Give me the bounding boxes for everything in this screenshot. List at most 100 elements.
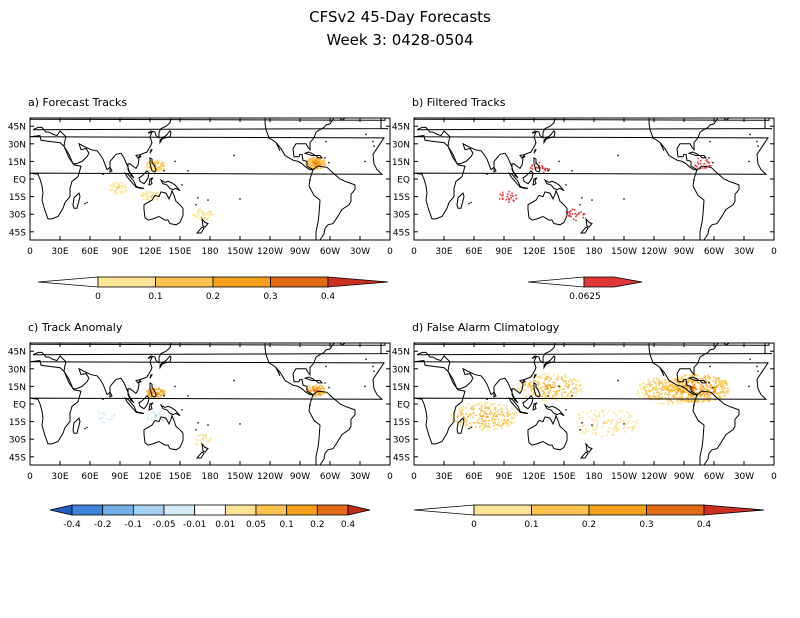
field-cell	[146, 164, 148, 166]
field-cell	[699, 167, 702, 170]
field-cell	[106, 417, 109, 420]
field-cell	[697, 157, 699, 160]
field-cell	[576, 421, 578, 424]
field-cell	[117, 185, 120, 187]
field-cell	[309, 390, 311, 393]
field-cell	[476, 421, 478, 424]
field-cell	[624, 431, 626, 433]
field-cell	[479, 425, 481, 428]
field-cell	[658, 379, 660, 381]
field-cell	[722, 389, 724, 392]
field-cell	[554, 384, 556, 387]
field-cell	[701, 393, 703, 396]
field-cell	[580, 211, 582, 213]
field-cell	[473, 408, 475, 410]
field-cell	[148, 165, 150, 168]
field-cell	[209, 213, 212, 216]
field-cell	[653, 377, 655, 380]
field-cell	[598, 414, 600, 416]
field-cell	[658, 381, 660, 383]
field-cell	[705, 379, 707, 382]
field-cell	[700, 398, 703, 401]
field-cell	[153, 168, 156, 170]
field-cell	[538, 382, 541, 385]
field-cell	[125, 189, 128, 192]
field-cell	[657, 391, 659, 394]
island-marker	[187, 395, 189, 397]
lon-tick-label: 60W	[704, 472, 724, 482]
field-cell	[715, 377, 718, 379]
island-marker	[102, 173, 104, 175]
field-cell	[502, 423, 504, 426]
field-cell	[722, 390, 724, 393]
field-cell	[675, 388, 678, 391]
colorbar-label: 0.2	[582, 520, 596, 530]
field-cell	[644, 389, 646, 391]
field-cell	[314, 161, 317, 163]
field-cell	[619, 421, 621, 423]
field-cell	[319, 388, 322, 391]
field-cell	[536, 386, 539, 389]
field-cell	[572, 391, 575, 394]
field-cell	[540, 387, 542, 389]
field-cell	[580, 384, 583, 387]
lon-tick-label: 90E	[495, 247, 512, 257]
lon-tick-label: 150E	[553, 247, 576, 257]
coastline	[149, 374, 153, 379]
field-cell	[487, 416, 489, 418]
field-cell	[691, 374, 693, 377]
colorbar-segment	[255, 504, 288, 516]
field-cell	[641, 385, 643, 388]
field-cell	[577, 412, 580, 415]
island-marker	[325, 365, 327, 368]
lon-tick-label: 60W	[704, 247, 724, 257]
field-cell	[450, 415, 453, 417]
field-cell	[581, 431, 584, 434]
field-cell	[205, 435, 207, 438]
field-cell	[587, 430, 589, 433]
coastline	[414, 118, 770, 121]
field-cell	[548, 384, 551, 386]
lon-tick-label: 0	[387, 472, 393, 482]
coastline	[414, 360, 769, 445]
field-cell	[496, 415, 498, 418]
field-cell	[691, 386, 694, 388]
field-cell	[660, 403, 663, 405]
field-cell	[690, 396, 693, 399]
field-cell	[542, 373, 544, 375]
island-marker	[547, 170, 549, 172]
lon-tick-label: 150E	[553, 472, 576, 482]
coastline	[123, 172, 138, 188]
field-cell	[712, 380, 715, 382]
field-cell	[157, 396, 160, 399]
field-cell	[592, 428, 595, 431]
island-marker	[712, 386, 714, 389]
field-cell	[724, 391, 726, 393]
field-cell	[652, 395, 655, 397]
field-cell	[157, 166, 160, 168]
field-cell	[501, 194, 503, 197]
field-cell	[677, 390, 680, 392]
field-cell	[569, 212, 571, 215]
field-cell	[505, 406, 508, 409]
field-cell	[153, 193, 155, 196]
field-cell	[648, 396, 651, 399]
island-marker	[547, 395, 549, 397]
field-cell	[160, 394, 162, 396]
coastline	[195, 451, 205, 459]
field-cell	[553, 390, 555, 393]
colorbar-segment	[473, 504, 532, 516]
field-cell	[119, 192, 122, 195]
field-cell	[701, 401, 704, 403]
lon-tick-label: 90E	[495, 472, 512, 482]
lon-tick-label: 30E	[435, 247, 452, 257]
field-cell	[484, 407, 486, 410]
field-cell	[721, 388, 724, 391]
field-cell	[536, 395, 539, 397]
field-cell	[580, 428, 583, 431]
coastline	[159, 403, 181, 417]
field-cell	[493, 418, 495, 421]
colorbar-segment	[212, 276, 271, 288]
field-cell	[319, 159, 321, 161]
field-cell	[108, 419, 111, 421]
